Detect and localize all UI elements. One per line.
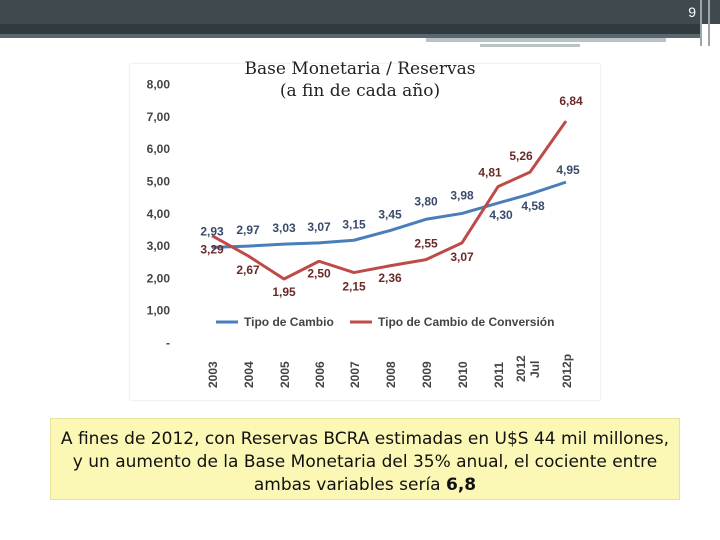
data-label: 2,67 xyxy=(236,263,260,277)
data-label: 3,03 xyxy=(272,221,296,235)
chart-container xyxy=(130,64,600,400)
slide-top-bar xyxy=(0,0,720,24)
y-tick-label: 8,00 xyxy=(147,78,171,92)
slide-vertical-bar xyxy=(708,0,710,46)
data-label: 3,80 xyxy=(414,194,438,208)
data-label: 4,30 xyxy=(489,208,513,222)
note-highlight: 6,8 xyxy=(446,475,477,495)
x-tick-label: 2005 xyxy=(278,361,292,388)
data-label: 3,07 xyxy=(450,250,474,264)
chart-title-line-1: Base Monetaria / Reservas xyxy=(244,59,476,79)
data-label: 4,58 xyxy=(521,199,545,213)
page-number: 9 xyxy=(688,4,696,20)
series-group xyxy=(211,120,568,281)
y-tick-label: 7,00 xyxy=(147,110,171,124)
legend-label: Tipo de Cambio xyxy=(244,315,334,329)
note-text: A fines de 2012, con Reservas BCRA estim… xyxy=(60,429,670,495)
y-tick-label: 2,00 xyxy=(147,271,171,285)
y-tick-label: 3,00 xyxy=(147,239,171,253)
slide-vertical-bar xyxy=(700,0,702,46)
legend: Tipo de Cambio Tipo de Cambio de Conversi… xyxy=(216,315,554,329)
data-label: 4,81 xyxy=(478,166,502,180)
slide-accent-line xyxy=(426,38,666,42)
y-tick-label: 6,00 xyxy=(147,142,171,156)
x-tick-label: 2006 xyxy=(313,361,327,388)
data-label: 3,15 xyxy=(342,217,366,231)
x-tick-label: 2007 xyxy=(348,361,362,388)
data-label: 2,15 xyxy=(342,280,366,294)
y-tick-label: 1,00 xyxy=(147,304,171,318)
data-label: 2,50 xyxy=(307,266,331,280)
x-axis: 2003 2004 2005 2006 2007 2008 2009 2010 2011 2012… xyxy=(206,354,574,388)
data-label: 3,98 xyxy=(450,188,474,202)
data-label: 6,84 xyxy=(559,94,583,108)
series-conversion-line xyxy=(211,120,568,281)
x-tick-label: 2009 xyxy=(420,361,434,388)
series-tipo-de-cambio-line xyxy=(211,180,567,249)
y-tick-label: 5,00 xyxy=(147,175,171,189)
data-label: 4,95 xyxy=(556,163,580,177)
x-tick-label: 2011 xyxy=(492,362,506,388)
data-label: 5,26 xyxy=(509,149,533,163)
data-label: 2,93 xyxy=(200,224,224,238)
slide-top-stripe xyxy=(0,24,700,34)
data-label: 3,29 xyxy=(200,243,224,257)
x-tick-label: 2008 xyxy=(384,361,398,388)
note-box: A fines de 2012, con Reservas BCRA estim… xyxy=(50,418,680,500)
data-label: 1,95 xyxy=(272,285,296,299)
x-tick-label: 2012p xyxy=(560,354,574,388)
chart-title-line-2: (a fin de cada año) xyxy=(279,81,441,101)
chart-title: Base Monetaria / Reservas (a fin de cada… xyxy=(210,58,510,102)
data-label: 2,55 xyxy=(414,237,438,251)
data-label: 2,97 xyxy=(236,223,260,237)
slide-top-stripe-2 xyxy=(0,34,700,38)
x-tick-label: Jul xyxy=(528,361,542,378)
data-label: 2,36 xyxy=(378,271,402,285)
data-labels: 2,93 2,97 3,03 3,07 3,15 3,45 3,80 3,98 4,30 4,58… xyxy=(200,94,583,299)
x-tick-label: 2010 xyxy=(456,361,470,388)
y-tick-label: 4,00 xyxy=(147,207,171,221)
x-tick-label: 2003 xyxy=(206,361,220,388)
x-tick-label: 2004 xyxy=(242,361,256,388)
y-axis: 8,00 7,00 6,00 5,00 4,00 3,00 2,00 1,00 - xyxy=(147,78,171,350)
x-tick-label: 2012 xyxy=(514,355,528,382)
legend-label: Tipo de Cambio de Conversión xyxy=(378,315,554,329)
data-label: 3,45 xyxy=(378,208,402,222)
data-label: 3,07 xyxy=(307,220,331,234)
y-tick-label: - xyxy=(166,336,170,350)
slide-accent-line-2 xyxy=(480,44,580,47)
